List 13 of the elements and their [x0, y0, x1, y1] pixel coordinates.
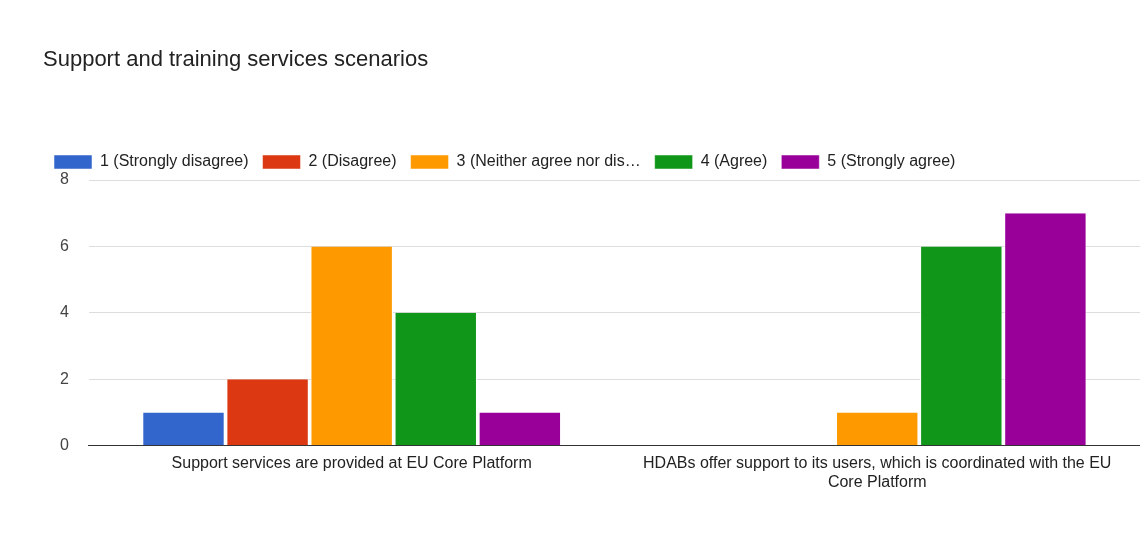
x-tick-label: Support services are provided at EU Core Platform [171, 453, 532, 471]
legend-label: 4 (Agree) [700, 152, 768, 170]
y-tick-label: 8 [59, 170, 69, 188]
y-tick-label: 4 [59, 303, 69, 321]
legend-label: 2 (Disagree) [308, 152, 397, 170]
legend-label: 5 (Strongly agree) [827, 152, 956, 170]
x-tick-label: HDABs offer support to its users, which is coordinated with the EU Core Platform [643, 453, 1112, 490]
y-tick-label: 6 [59, 236, 69, 254]
legend-label: 3 (Neither agree nor dis… [456, 152, 641, 170]
y-tick-label: 2 [59, 369, 69, 387]
legend-label: 1 (Strongly disagree) [100, 152, 249, 170]
y-tick-label: 0 [59, 436, 69, 454]
chart-title: Support and training services scenarios [43, 46, 429, 72]
